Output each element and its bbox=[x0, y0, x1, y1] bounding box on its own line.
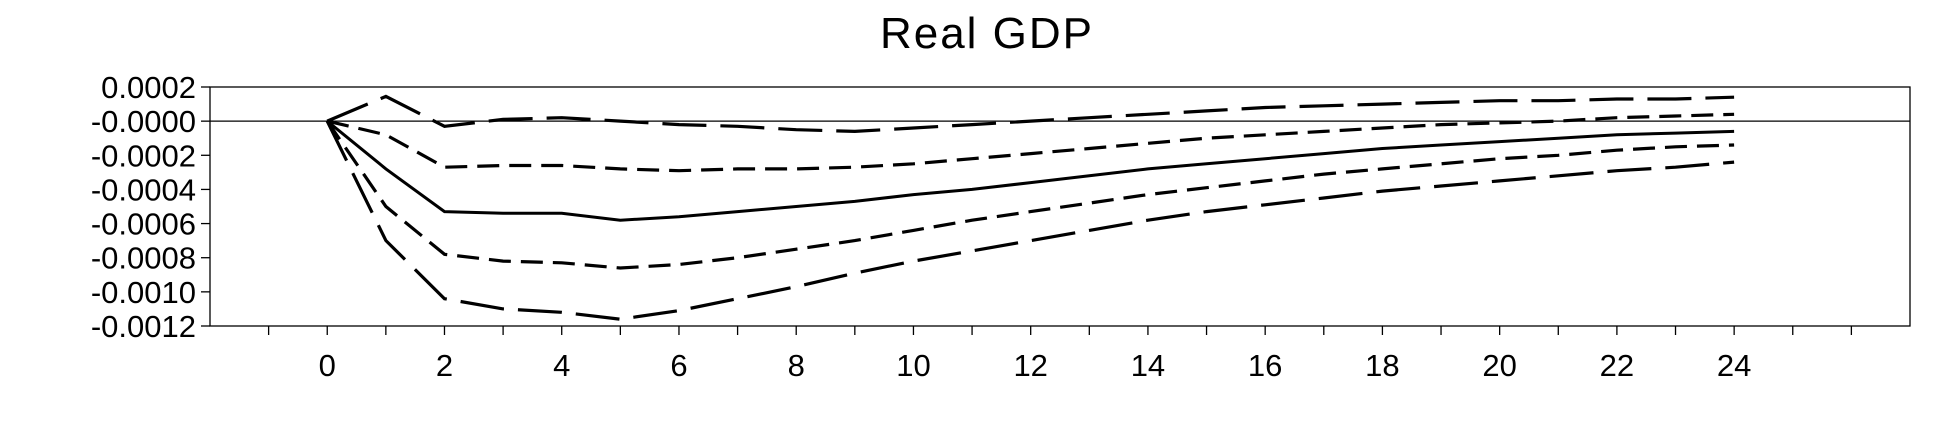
plot-frame bbox=[209, 86, 1911, 327]
y-tick-label: -0.0000 bbox=[91, 104, 196, 139]
y-tick-label: -0.0004 bbox=[91, 172, 196, 207]
y-tick-label: 0.0002 bbox=[101, 70, 196, 105]
plot-border bbox=[209, 86, 1911, 327]
y-axis: 0.0002-0.0000-0.0002-0.0004-0.0006-0.000… bbox=[91, 70, 210, 344]
y-tick-label: -0.0002 bbox=[91, 138, 196, 173]
series-line-3 bbox=[326, 119, 1735, 222]
x-tick-label: 22 bbox=[1600, 348, 1634, 383]
x-tick-label: 14 bbox=[1131, 348, 1165, 383]
x-tick-label: 8 bbox=[788, 348, 805, 383]
x-tick-label: 4 bbox=[553, 348, 570, 383]
x-tick-label: 16 bbox=[1248, 348, 1282, 383]
y-tick-label: -0.0008 bbox=[91, 241, 196, 276]
series-group bbox=[325, 94, 1735, 321]
x-tick-label: 24 bbox=[1717, 348, 1751, 383]
y-tick-label: -0.0006 bbox=[91, 207, 196, 242]
chart-title: Real GDP bbox=[880, 9, 1094, 58]
x-tick-label: 18 bbox=[1365, 348, 1399, 383]
x-tick-label: 2 bbox=[436, 348, 453, 383]
series-line-4 bbox=[325, 120, 1735, 270]
series-line-1 bbox=[326, 94, 1735, 134]
x-axis: 0 2 4 6 8 10 12 14 16 18 20 22 24 bbox=[267, 326, 1853, 383]
series-line-5 bbox=[325, 120, 1735, 321]
series-line-2 bbox=[326, 112, 1735, 173]
y-tick-label: -0.0010 bbox=[91, 275, 196, 310]
x-tick-label: 10 bbox=[896, 348, 930, 383]
x-tick-label: 20 bbox=[1482, 348, 1516, 383]
x-tick-label: 6 bbox=[670, 348, 687, 383]
x-tick-label: 12 bbox=[1013, 348, 1047, 383]
y-tick-label: -0.0012 bbox=[91, 309, 196, 344]
x-tick-label: 0 bbox=[319, 348, 336, 383]
